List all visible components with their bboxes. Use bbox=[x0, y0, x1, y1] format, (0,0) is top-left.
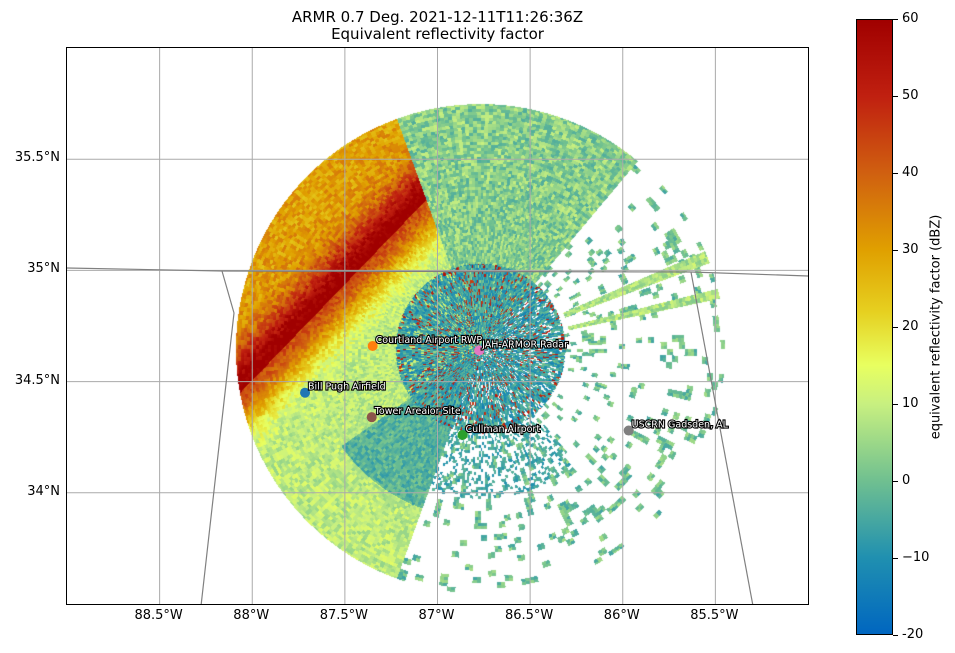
station-label: Tower Areaior Site bbox=[374, 406, 461, 417]
station-marker bbox=[367, 341, 378, 352]
colorbar-tick-label: 0 bbox=[902, 473, 911, 488]
state-border-ms bbox=[200, 270, 235, 604]
colorbar-tick bbox=[893, 173, 898, 174]
x-tick-label: 86.5°W bbox=[504, 608, 554, 623]
x-tick-label: 87°W bbox=[418, 608, 455, 623]
colorbar-tick-label: −10 bbox=[902, 550, 930, 565]
x-tick-label: 88.5°W bbox=[134, 608, 183, 623]
y-tick-label: 35.5°N bbox=[14, 150, 60, 166]
station-label: Bill Pugh Airfield bbox=[308, 382, 386, 393]
station-marker bbox=[474, 345, 485, 356]
y-tick-label: 34.5°N bbox=[14, 372, 60, 388]
colorbar-tick-label: 20 bbox=[902, 319, 919, 334]
colorbar-tick-label: -20 bbox=[902, 627, 924, 642]
station-marker bbox=[623, 425, 634, 436]
colorbar-tick bbox=[893, 250, 898, 251]
station-label: Courtland Airport RWP bbox=[376, 335, 483, 346]
colorbar-tick bbox=[893, 635, 898, 636]
colorbar-tick bbox=[893, 481, 898, 482]
y-tick-label: 35°N bbox=[27, 261, 60, 277]
colorbar-tick-label: 30 bbox=[902, 242, 919, 257]
colorbar-tick-label: 10 bbox=[902, 396, 919, 411]
colorbar-tick bbox=[893, 404, 898, 405]
colorbar-tick-label: 40 bbox=[902, 165, 919, 180]
station-marker bbox=[457, 429, 468, 440]
station-marker bbox=[366, 412, 377, 423]
colorbar-tick bbox=[893, 327, 898, 328]
station-marker bbox=[300, 387, 311, 398]
colorbar-label: equivalent reflectivity factor (dBZ) bbox=[928, 214, 944, 440]
station-label: USCRN Gadsden, AL bbox=[632, 420, 729, 431]
colorbar-tick bbox=[893, 558, 898, 559]
x-tick-label: 85.5°W bbox=[690, 608, 739, 623]
colorbar-tick bbox=[893, 19, 898, 20]
station-label: JAH-ARMOR Radar bbox=[481, 339, 568, 350]
colorbar bbox=[856, 19, 893, 635]
colorbar-tick-label: 60 bbox=[902, 11, 919, 26]
y-tick-label: 34°N bbox=[27, 483, 60, 499]
colorbar-tick-label: 50 bbox=[902, 88, 919, 103]
x-tick-label: 88°W bbox=[233, 608, 270, 623]
state-border-ga bbox=[690, 271, 754, 604]
map-overlay: Courtland Airport RWP JAH-ARMOR Radar Bill… bbox=[67, 48, 808, 604]
chart-title: ARMR 0.7 Deg. 2021-12-11T11:26:36Z bbox=[291, 8, 584, 26]
x-tick-label: 86°W bbox=[603, 608, 640, 623]
x-tick-label: 87.5°W bbox=[319, 608, 369, 623]
map-plot-area: Courtland Airport RWP JAH-ARMOR Radar Bill… bbox=[66, 47, 809, 605]
state-border-tn bbox=[67, 267, 808, 277]
chart-subtitle: Equivalent reflectivity factor bbox=[331, 25, 544, 43]
station-label: Cullman Airport bbox=[466, 424, 541, 435]
colorbar-tick bbox=[893, 96, 898, 97]
